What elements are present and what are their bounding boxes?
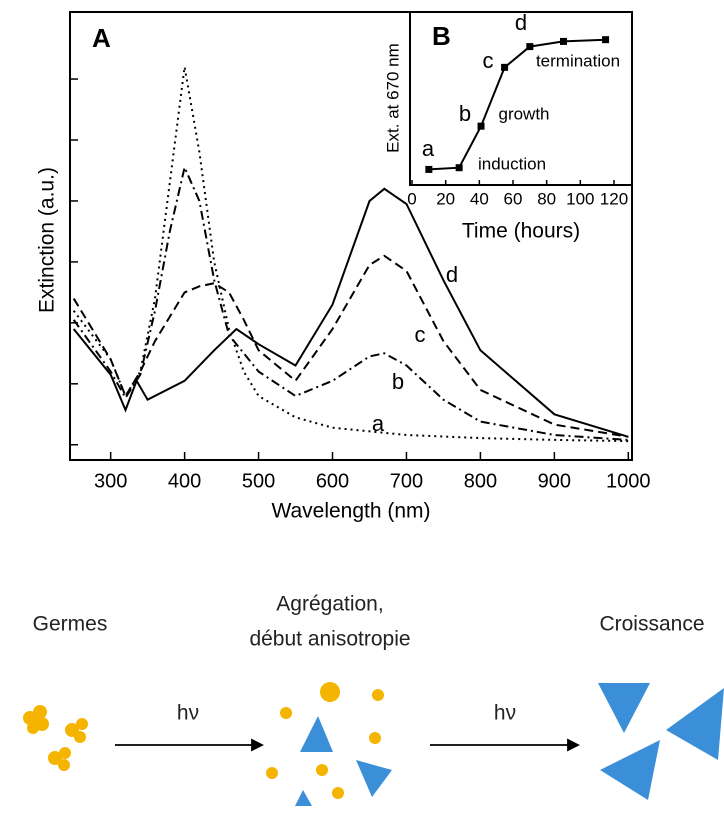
x-tick-label: 800 bbox=[464, 470, 497, 492]
stage-label: début anisotropie bbox=[249, 628, 410, 651]
annotation: d bbox=[515, 10, 527, 35]
data-point bbox=[425, 165, 433, 173]
annotation: termination bbox=[536, 51, 620, 70]
aggregation-particles bbox=[266, 682, 392, 806]
annotation: a bbox=[422, 136, 435, 161]
x-tick-label: 20 bbox=[436, 189, 455, 208]
data-line bbox=[72, 254, 629, 438]
y-axis-label: Ext. at 670 nm bbox=[383, 43, 402, 153]
annotation: induction bbox=[478, 154, 546, 173]
data-line bbox=[72, 164, 629, 441]
data-point bbox=[477, 122, 485, 130]
x-tick-label: 700 bbox=[390, 470, 423, 492]
x-tick-label: 100 bbox=[566, 189, 594, 208]
data-point bbox=[602, 36, 610, 44]
x-tick-label: 500 bbox=[242, 470, 275, 492]
x-tick-label: 300 bbox=[94, 470, 127, 492]
series-label: b bbox=[392, 369, 404, 394]
arrow-label: hν bbox=[177, 702, 199, 725]
panel-label: B bbox=[432, 21, 451, 51]
grown-triangles bbox=[598, 683, 724, 800]
x-tick-label: 1000 bbox=[606, 470, 651, 492]
y-axis-label: Extinction (a.u.) bbox=[36, 167, 59, 313]
x-tick-label: 120 bbox=[600, 189, 628, 208]
annotation: growth bbox=[498, 104, 549, 123]
seed-particles bbox=[23, 705, 88, 771]
series-label: a bbox=[372, 411, 385, 436]
x-axis-label: Time (hours) bbox=[462, 220, 580, 243]
stage-label: Agrégation, bbox=[276, 593, 383, 616]
arrow-label: hν bbox=[494, 702, 516, 725]
plot-frame-a bbox=[69, 11, 633, 461]
stage-label: Croissance bbox=[599, 613, 704, 636]
x-tick-label: 80 bbox=[537, 189, 556, 208]
x-tick-label: 40 bbox=[470, 189, 489, 208]
data-line bbox=[72, 187, 629, 438]
x-tick-label: 400 bbox=[168, 470, 201, 492]
x-tick-label: 60 bbox=[504, 189, 523, 208]
annotation: c bbox=[483, 48, 494, 73]
data-point bbox=[526, 43, 534, 51]
annotation: b bbox=[459, 101, 471, 126]
series-label: d bbox=[446, 262, 458, 287]
x-tick-label: 900 bbox=[538, 470, 571, 492]
x-tick-label: 0 bbox=[407, 189, 416, 208]
series-label: c bbox=[415, 322, 426, 347]
x-axis-label: Wavelength (nm) bbox=[271, 500, 430, 523]
stage-label: Germes bbox=[33, 613, 108, 636]
x-tick-label: 600 bbox=[316, 470, 349, 492]
data-point bbox=[559, 37, 567, 45]
arrows bbox=[115, 738, 581, 752]
data-point bbox=[501, 63, 509, 71]
data-point bbox=[455, 164, 463, 172]
panel-label: A bbox=[92, 23, 111, 53]
